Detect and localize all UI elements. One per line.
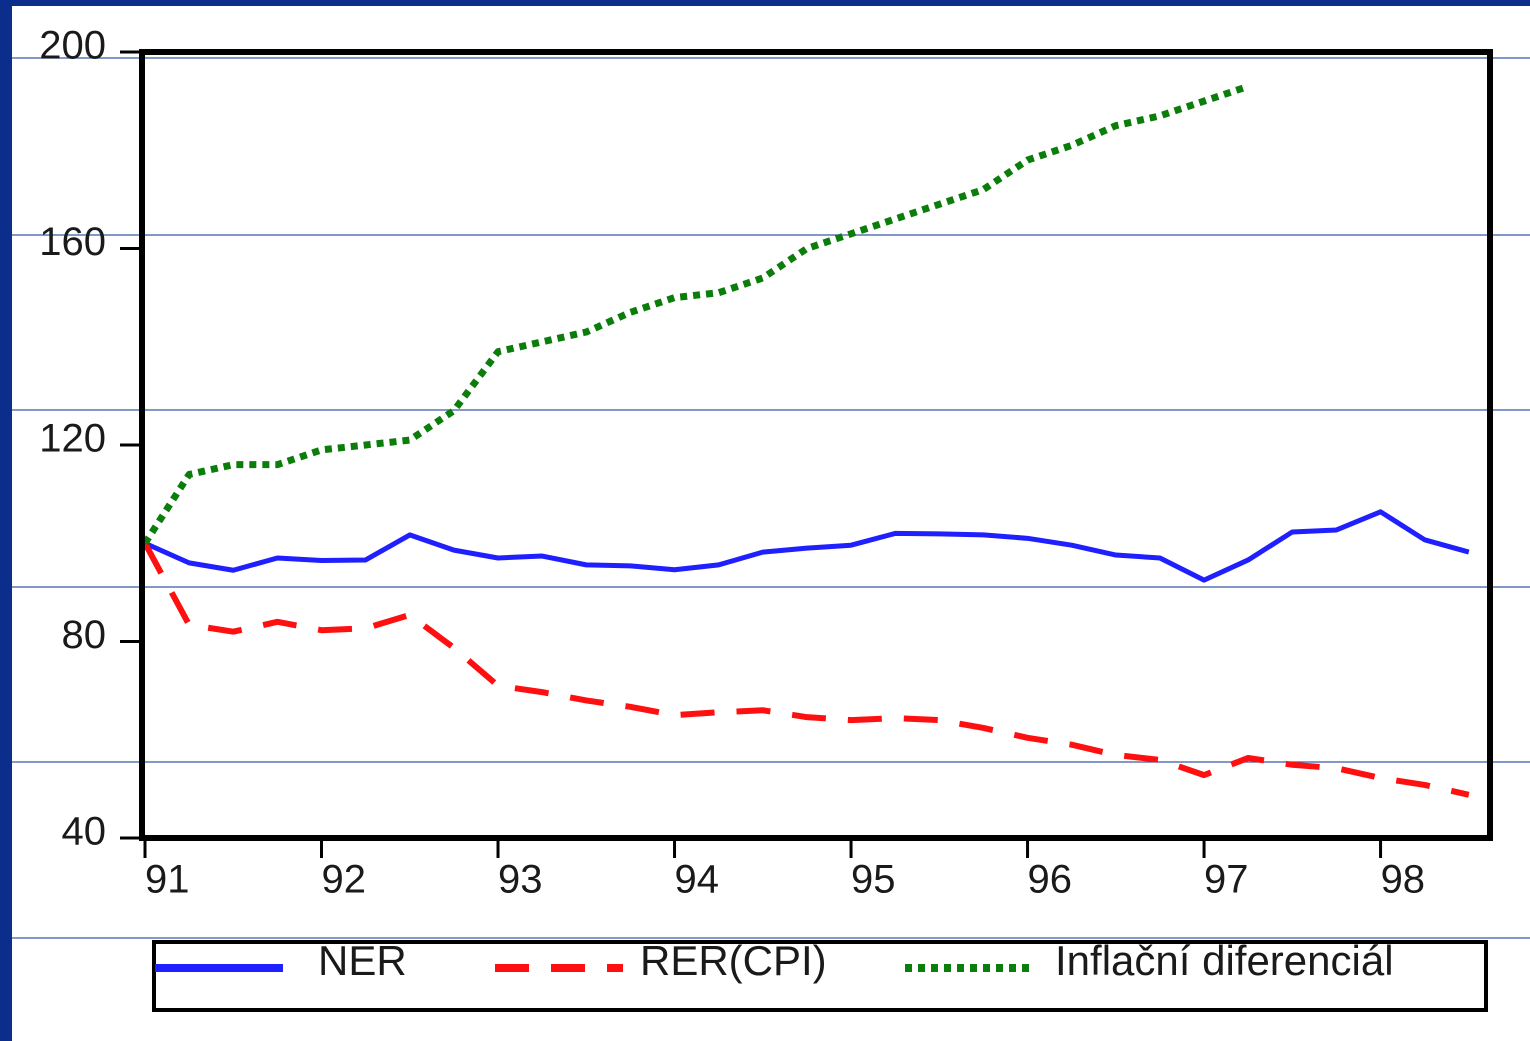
- x-tick-label: 98: [1381, 858, 1426, 902]
- series-line: [143, 509, 1470, 583]
- y-tick-label: 40: [62, 810, 107, 854]
- legend: [152, 940, 1488, 1012]
- legend-label: Inflační diferenciál: [1055, 937, 1394, 984]
- x-tick-label: 95: [851, 858, 896, 902]
- plot: 40 80 120 160 200 91 92 93 94 95 96 97 98: [39, 24, 1470, 902]
- series-line: [142, 83, 1250, 546]
- y-tick-label: 160: [39, 220, 106, 264]
- x-tick-label: 96: [1028, 858, 1073, 902]
- slide-rules: [0, 57, 1530, 939]
- plot-frame: [139, 49, 1493, 841]
- x-tick-label: 97: [1204, 858, 1249, 902]
- x-tick-label: 93: [498, 858, 543, 902]
- legend-label: NER: [318, 937, 407, 984]
- x-tick-label: 91: [145, 858, 190, 902]
- slide-border: [0, 0, 12, 1041]
- y-tick-label: 200: [39, 24, 106, 68]
- slide-border: [0, 0, 1530, 6]
- y-tick-label: 120: [39, 417, 106, 461]
- y-tick-label: 80: [62, 613, 107, 657]
- legend-items: NER RER(CPI) Inflační diferenciál: [155, 937, 1394, 984]
- legend-label: RER(CPI): [640, 937, 827, 984]
- series-line: [142, 541, 1470, 798]
- x-tick-label: 94: [675, 858, 720, 902]
- x-tick-label: 92: [322, 858, 367, 902]
